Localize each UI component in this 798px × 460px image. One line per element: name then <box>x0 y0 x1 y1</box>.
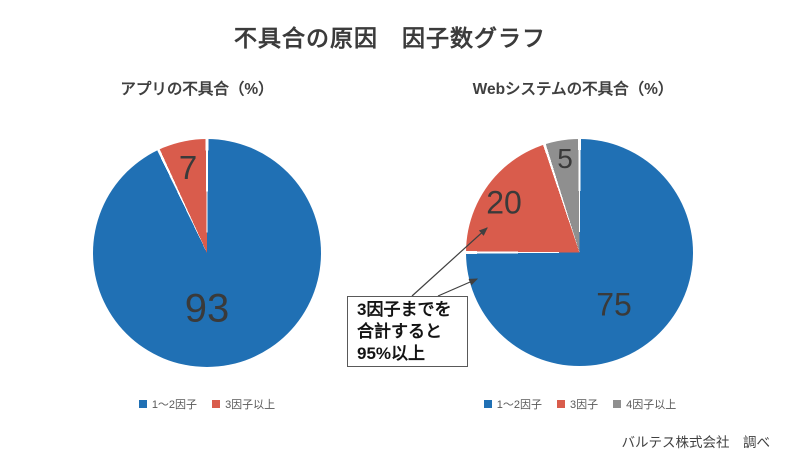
legend-swatch-gray-icon <box>613 400 622 408</box>
web-pie-value-3-factors: 20 <box>486 184 522 221</box>
legend-item: 3因子以上 <box>212 396 275 412</box>
web-pie-value-4plus-factors: 5 <box>557 143 573 174</box>
legend-label: 4因子以上 <box>626 399 677 411</box>
web-pie-legend: 1〜2因子 3因子 4因子以上 <box>450 396 710 412</box>
web-defects-pie <box>466 139 693 366</box>
legend-item: 3因子 <box>557 396 598 412</box>
right-pie-title: Webシステムの不具合（%） <box>472 81 674 98</box>
left-pie-title: アプリの不具合（%） <box>120 81 274 98</box>
legend-swatch-red-icon <box>557 400 565 408</box>
legend-swatch-red-icon <box>212 400 221 408</box>
legend-swatch-blue-icon <box>483 400 492 408</box>
legend-label: 1〜2因子 <box>496 399 542 411</box>
web-pie-value-1-2-factors: 75 <box>596 286 632 323</box>
app-defects-pie <box>93 139 321 367</box>
annotation-callout: 3因子までを 合計すると 95%以上 <box>347 296 468 367</box>
app-pie-value-1-2-factors: 93 <box>184 286 230 331</box>
legend-label: 3因子以上 <box>225 399 276 411</box>
source-credit: バルテス株式会社 調べ <box>621 435 771 450</box>
legend-item: 1〜2因子 <box>483 396 542 412</box>
legend-item: 4因子以上 <box>613 396 676 412</box>
page-title: 不具合の原因 因子数グラフ <box>234 25 546 51</box>
legend-label: 3因子 <box>570 399 599 411</box>
legend-label: 1〜2因子 <box>151 399 198 411</box>
legend-swatch-blue-icon <box>138 400 147 408</box>
legend-item: 1〜2因子 <box>138 396 198 412</box>
app-pie-value-3plus-factors: 7 <box>178 149 198 186</box>
app-pie-legend: 1〜2因子 3因子以上 <box>93 396 321 412</box>
